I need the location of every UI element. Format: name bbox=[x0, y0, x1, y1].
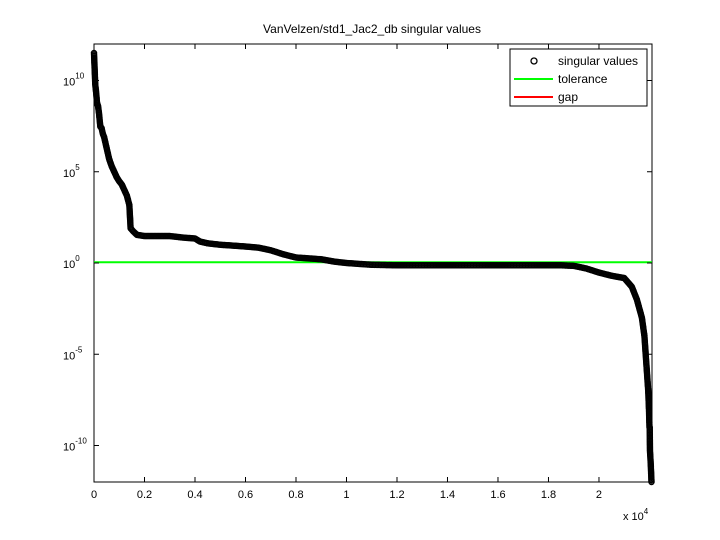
x-exponent-power: 4 bbox=[644, 507, 649, 516]
x-tick-label: 0.8 bbox=[288, 489, 303, 501]
y-axis: 10-10 10-5 100 105 1010 bbox=[63, 72, 652, 454]
x-axis: 0 0.2 0.4 0.6 0.8 1 1.2 1.4 1.6 1.8 2 bbox=[91, 44, 602, 501]
legend-marker-singular-values bbox=[530, 57, 538, 65]
chart-title: VanVelzen/std1_Jac2_db singular values bbox=[263, 22, 481, 36]
legend-label-tolerance: tolerance bbox=[558, 72, 608, 86]
x-tick-label: 0 bbox=[91, 489, 97, 501]
x-tick-label: 1.2 bbox=[389, 489, 404, 501]
legend-label-gap: gap bbox=[558, 90, 578, 104]
x-tick-label: 0.2 bbox=[137, 489, 152, 501]
y-tick-label: 10-5 bbox=[63, 345, 83, 362]
y-tick-label: 105 bbox=[63, 163, 80, 180]
y-tick-label: 100 bbox=[63, 254, 80, 271]
singular-values-series bbox=[90, 49, 655, 486]
y-tick-label: 10-10 bbox=[63, 437, 87, 454]
y-tick-label: 1010 bbox=[63, 72, 85, 89]
x-axis-exponent: x 104 bbox=[623, 507, 649, 523]
x-tick-label: 2 bbox=[596, 489, 602, 501]
x-tick-label: 1.8 bbox=[541, 489, 556, 501]
x-tick-label: 0.6 bbox=[238, 489, 253, 501]
x-tick-label: 0.4 bbox=[187, 489, 202, 501]
x-exponent-base: x 10 bbox=[623, 511, 644, 523]
plot-area bbox=[90, 43, 655, 486]
legend-label-singular-values: singular values bbox=[558, 54, 638, 68]
legend: singular values tolerance gap bbox=[509, 48, 648, 107]
x-tick-label: 1.4 bbox=[440, 489, 455, 501]
x-tick-label: 1.6 bbox=[490, 489, 505, 501]
data-point bbox=[648, 478, 655, 486]
x-tick-label: 1 bbox=[343, 489, 349, 501]
